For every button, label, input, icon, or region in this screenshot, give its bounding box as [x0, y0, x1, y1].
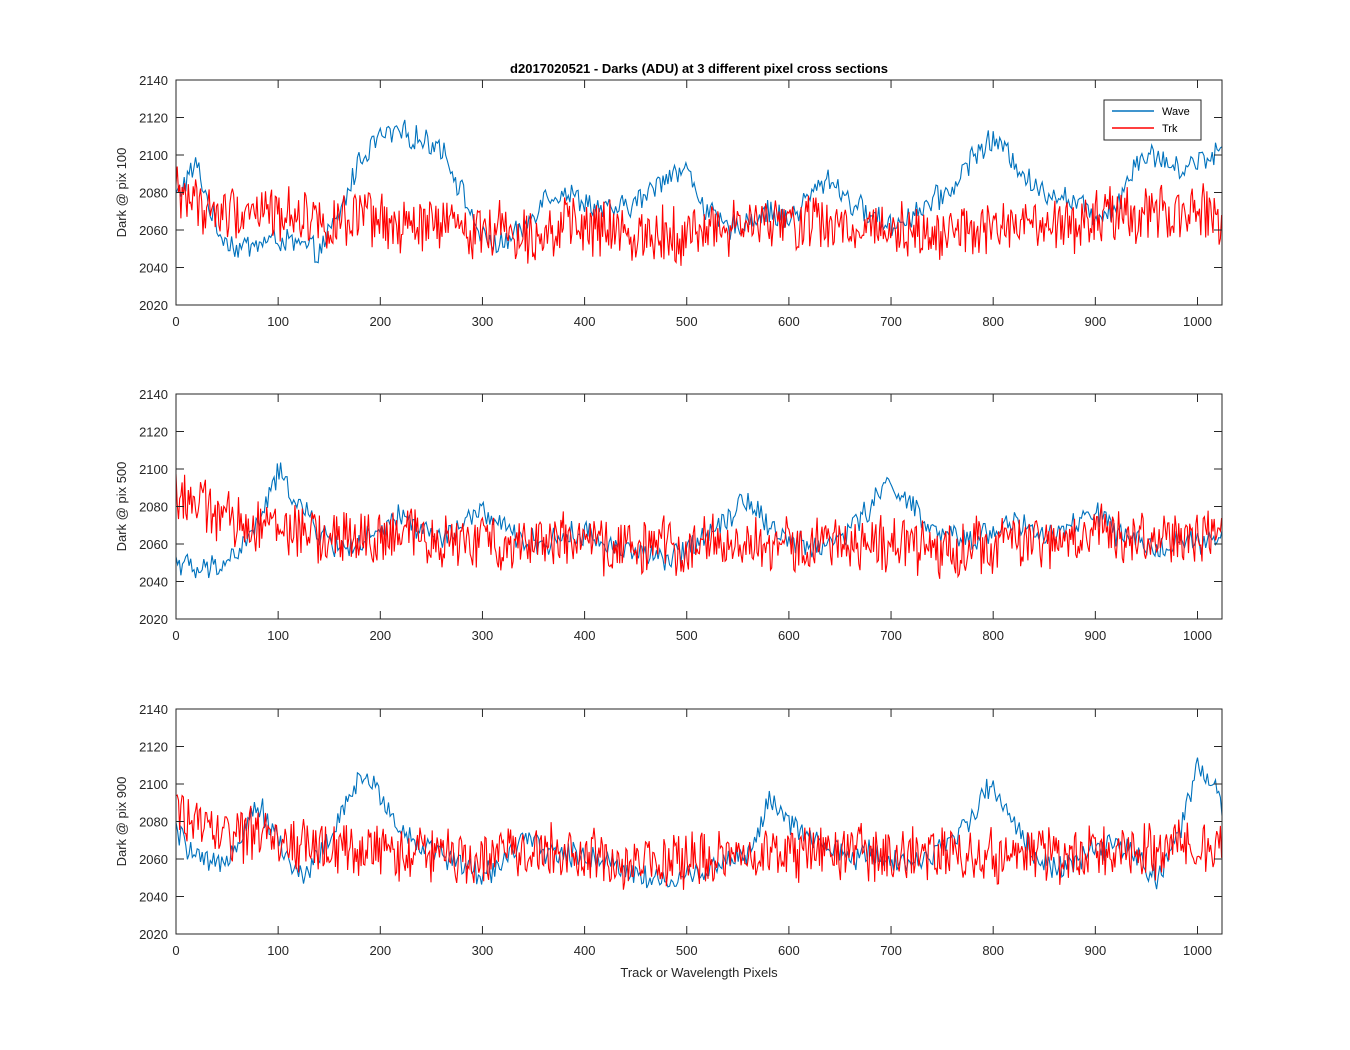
x-tick-label: 200 [369, 314, 391, 329]
series-line-trk [176, 794, 1222, 890]
y-tick-label: 2140 [139, 702, 168, 717]
x-tick-label: 1000 [1183, 314, 1212, 329]
legend: Wave Trk [1103, 99, 1202, 141]
y-tick-label: 2140 [139, 73, 168, 88]
x-tick-label: 100 [267, 943, 289, 958]
x-tick-label: 400 [574, 943, 596, 958]
x-tick-label: 0 [172, 628, 179, 643]
y-tick-label: 2060 [139, 852, 168, 867]
y-tick-label: 2060 [139, 537, 168, 552]
x-tick-label: 0 [172, 314, 179, 329]
legend-box [1103, 99, 1202, 141]
y-tick-label: 2020 [139, 612, 168, 627]
y-tick-label: 2140 [139, 387, 168, 402]
x-tick-label: 800 [982, 314, 1004, 329]
x-tick-label: 800 [982, 628, 1004, 643]
series-line-wave [176, 119, 1222, 264]
x-tick-label: 800 [982, 943, 1004, 958]
x-tick-label: 900 [1084, 943, 1106, 958]
legend-label-wave: Wave [1162, 106, 1190, 118]
series-line-trk [176, 166, 1222, 266]
y-tick-label: 2080 [139, 500, 168, 515]
x-tick-label: 300 [472, 943, 494, 958]
x-tick-label: 600 [778, 628, 800, 643]
x-tick-label: 200 [369, 943, 391, 958]
subplot-2: 0 100 200 300 400 500 600 700 800 900 1000 2020 2040… [114, 387, 1223, 643]
y-tick-label: 2120 [139, 740, 168, 755]
y-axis-label: Dark @ pix 100 [114, 148, 129, 238]
y-axis-label: Dark @ pix 900 [114, 777, 129, 867]
x-tick-label: 500 [676, 628, 698, 643]
x-tick-label: 300 [472, 628, 494, 643]
figure-title: d2017020521 - Darks (ADU) at 3 different… [510, 61, 888, 76]
x-tick-label: 700 [880, 628, 902, 643]
x-tick-label: 200 [369, 628, 391, 643]
x-tick-label: 1000 [1183, 628, 1212, 643]
subplot-3: 0 100 200 300 400 500 600 700 800 900 1000 2020 2040… [114, 702, 1223, 958]
axes-background [176, 80, 1222, 305]
y-tick-label: 2080 [139, 815, 168, 830]
y-tick-label: 2120 [139, 111, 168, 126]
x-tick-label: 700 [880, 314, 902, 329]
y-tick-label: 2060 [139, 223, 168, 238]
subplots: 0 100 200 300 400 500 600 700 800 900 100020202040… [114, 73, 1223, 958]
x-tick-label: 0 [172, 943, 179, 958]
y-tick-label: 2120 [139, 425, 168, 440]
x-tick-label: 1000 [1183, 943, 1212, 958]
y-tick-label: 2040 [139, 261, 168, 276]
x-tick-label: 100 [267, 628, 289, 643]
x-axis-label: Track or Wavelength Pixels [620, 965, 778, 980]
legend-label-trk: Trk [1162, 123, 1178, 135]
y-tick-label: 2100 [139, 462, 168, 477]
x-tick-label: 900 [1084, 628, 1106, 643]
x-tick-label: 900 [1084, 314, 1106, 329]
x-tick-label: 500 [676, 943, 698, 958]
x-tick-label: 600 [778, 314, 800, 329]
axes-background [176, 394, 1222, 619]
x-tick-label: 100 [267, 314, 289, 329]
y-axis-label: Dark @ pix 500 [114, 462, 129, 552]
x-tick-label: 300 [472, 314, 494, 329]
x-tick-label: 700 [880, 943, 902, 958]
y-tick-label: 2020 [139, 298, 168, 313]
x-tick-label: 500 [676, 314, 698, 329]
y-tick-label: 2020 [139, 927, 168, 942]
axes-background [176, 709, 1222, 934]
y-tick-label: 2100 [139, 777, 168, 792]
y-tick-label: 2100 [139, 148, 168, 163]
subplot-1: 0 100 200 300 400 500 600 700 800 900 1000 2020 2040… [114, 73, 1223, 329]
series-line-trk [176, 473, 1222, 579]
x-tick-label: 400 [574, 628, 596, 643]
y-tick-label: 2080 [139, 186, 168, 201]
y-tick-label: 2040 [139, 890, 168, 905]
x-tick-label: 600 [778, 943, 800, 958]
x-tick-label: 400 [574, 314, 596, 329]
y-tick-label: 2040 [139, 575, 168, 590]
